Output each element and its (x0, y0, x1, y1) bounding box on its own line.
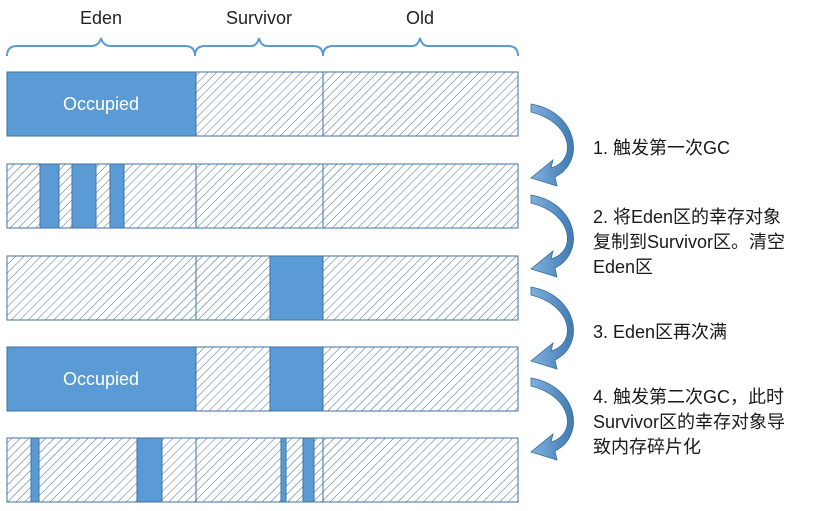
brace-eden (6, 37, 196, 57)
occupied-label: Occupied (63, 94, 139, 114)
region-label-survivor: Survivor (226, 8, 292, 28)
surviving-object-block (39, 163, 60, 229)
step-4-text: 4. 触发第二次GC，此时 Survivor区的幸存对象导 致内存碎片化 (593, 387, 786, 457)
step-arrow-2 (530, 194, 574, 278)
heap-row-2 (6, 163, 519, 229)
step-arrow-4 (530, 377, 574, 461)
step-3-text: 3. Eden区再次满 (593, 322, 728, 342)
step-2-text: 2. 将Eden区的幸存对象 复制到Survivor区。清空 Eden区 (593, 207, 786, 277)
eden-occupied-block (6, 346, 197, 412)
fragment-block (280, 437, 287, 503)
heap-row-3 (6, 255, 519, 321)
heap-row-1: Occupied (6, 71, 519, 137)
survivor-copied-block (269, 346, 324, 412)
region-label-eden: Eden (80, 8, 122, 28)
heap-row-5 (6, 437, 519, 503)
brace-survivor (194, 37, 324, 57)
surviving-object-block (71, 163, 97, 229)
heap-row-4: Occupied (6, 346, 519, 412)
step-arrow-1 (530, 103, 574, 187)
fragment-block (30, 437, 40, 503)
fragment-block (136, 437, 163, 503)
survivor-copied-block (269, 255, 324, 321)
step-arrow-3 (530, 286, 574, 370)
eden-occupied-block (6, 71, 197, 137)
region-label-old: Old (406, 8, 434, 28)
brace-old (322, 37, 519, 57)
step-1-text: 1. 触发第一次GC (593, 138, 731, 158)
surviving-object-block (109, 163, 125, 229)
occupied-label: Occupied (63, 369, 139, 389)
fragment-block (302, 437, 315, 503)
